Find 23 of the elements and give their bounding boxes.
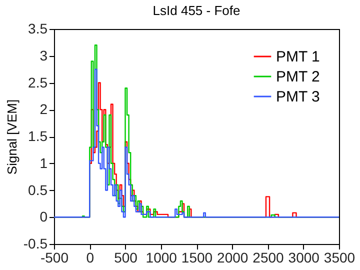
y-tick-label: 2 [40,101,48,118]
x-tick-label: 0 [86,250,94,266]
y-axis-title: Signal [VEM] [4,99,20,175]
y-tick-label: 1.5 [28,128,48,144]
x-tick-label: 2000 [217,250,248,266]
x-tick-label: 1500 [181,250,213,266]
legend-label: PMT 2 [276,68,320,86]
x-tick-label: 2500 [252,250,284,266]
x-tick-label: 3000 [288,250,320,266]
y-tick-label: 0 [40,208,48,225]
y-tick-label: 3 [40,47,48,64]
chart-title: LsId 455 - Fofe [152,3,240,18]
x-tick-label: -500 [40,250,69,266]
x-tick-label: 3500 [324,250,356,266]
y-tick-label: -0.5 [23,236,48,252]
y-tick-label: 1 [40,154,48,171]
x-tick-label: 1000 [146,250,178,266]
legend-label: PMT 3 [276,88,320,106]
x-tick-label: 500 [114,250,138,266]
y-tick-label: 3.5 [28,20,48,36]
y-tick-label: 0.5 [28,182,48,198]
legend-label: PMT 1 [276,48,320,66]
y-tick-label: 2.5 [28,74,48,90]
